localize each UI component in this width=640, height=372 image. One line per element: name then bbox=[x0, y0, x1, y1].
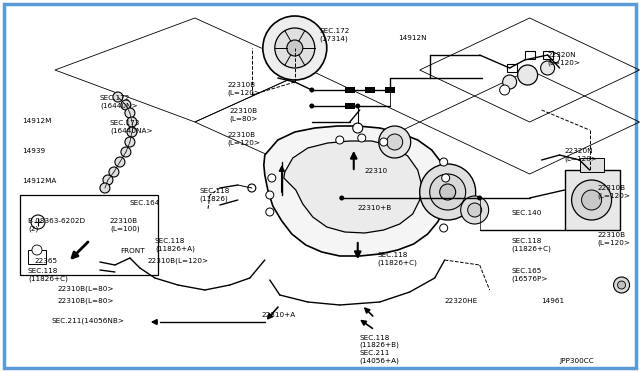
Circle shape bbox=[379, 126, 411, 158]
Circle shape bbox=[309, 87, 314, 93]
Circle shape bbox=[125, 137, 135, 147]
Text: SEC.118
(11826+A): SEC.118 (11826+A) bbox=[155, 238, 195, 251]
Bar bbox=[543, 51, 552, 59]
Text: SEC.118
(11826+C): SEC.118 (11826+C) bbox=[378, 252, 418, 266]
Text: 22310B
(L=120>: 22310B (L=120> bbox=[228, 82, 261, 96]
Text: SEC.173
(16440NA>: SEC.173 (16440NA> bbox=[110, 120, 152, 134]
Text: 22310B
(L=120>: 22310B (L=120> bbox=[228, 132, 261, 145]
Circle shape bbox=[103, 175, 113, 185]
Circle shape bbox=[309, 103, 314, 109]
Circle shape bbox=[440, 158, 448, 166]
Text: SEC.164: SEC.164 bbox=[130, 200, 160, 206]
Circle shape bbox=[268, 174, 276, 182]
Bar bbox=[20, 195, 158, 275]
Text: 14912N: 14912N bbox=[397, 35, 426, 41]
Circle shape bbox=[500, 85, 509, 95]
Circle shape bbox=[387, 134, 403, 150]
Text: 22310+B: 22310+B bbox=[358, 205, 392, 211]
Bar bbox=[365, 87, 375, 93]
Text: 22310B(L=120>: 22310B(L=120> bbox=[148, 258, 209, 264]
Bar bbox=[345, 87, 355, 93]
Circle shape bbox=[121, 147, 131, 157]
Text: 22320N
(L=120>: 22320N (L=120> bbox=[564, 148, 598, 161]
Circle shape bbox=[32, 245, 42, 255]
Bar bbox=[28, 250, 46, 264]
Circle shape bbox=[442, 174, 450, 182]
Circle shape bbox=[572, 180, 612, 220]
Polygon shape bbox=[284, 141, 422, 233]
Text: SEC.165
(16576P>: SEC.165 (16576P> bbox=[511, 268, 548, 282]
Circle shape bbox=[477, 196, 482, 201]
Bar bbox=[385, 87, 395, 93]
Text: 14961: 14961 bbox=[541, 298, 564, 304]
Circle shape bbox=[127, 117, 137, 127]
Circle shape bbox=[541, 61, 555, 75]
Text: JPP300CC: JPP300CC bbox=[559, 358, 595, 364]
Text: 22310B
(L=100): 22310B (L=100) bbox=[110, 218, 140, 231]
Circle shape bbox=[248, 184, 256, 192]
Circle shape bbox=[502, 75, 516, 89]
Text: 22310B(L=80>: 22310B(L=80> bbox=[58, 285, 115, 292]
Circle shape bbox=[614, 277, 630, 293]
Circle shape bbox=[353, 123, 363, 133]
Circle shape bbox=[518, 65, 538, 85]
Circle shape bbox=[440, 184, 456, 200]
Text: SEC.211(14056NB>: SEC.211(14056NB> bbox=[52, 318, 125, 324]
Circle shape bbox=[275, 28, 315, 68]
Text: 22310B(L=80>: 22310B(L=80> bbox=[58, 298, 115, 305]
Bar bbox=[345, 103, 355, 109]
Text: SEC.172
(16440N>: SEC.172 (16440N> bbox=[100, 95, 138, 109]
Circle shape bbox=[266, 191, 274, 199]
Circle shape bbox=[109, 167, 119, 177]
Text: SEC.211
(14056+A): SEC.211 (14056+A) bbox=[360, 350, 399, 363]
Circle shape bbox=[287, 40, 303, 56]
Text: SEC.118
(11826+B): SEC.118 (11826+B) bbox=[360, 335, 399, 349]
Text: 22320HE: 22320HE bbox=[445, 298, 478, 304]
Text: 14912MA: 14912MA bbox=[22, 178, 56, 184]
Circle shape bbox=[550, 53, 559, 63]
Text: SEC.118
(11826): SEC.118 (11826) bbox=[200, 188, 230, 202]
Text: 22310B
(L=120>: 22310B (L=120> bbox=[598, 232, 630, 246]
Circle shape bbox=[429, 174, 466, 210]
Circle shape bbox=[336, 136, 344, 144]
Circle shape bbox=[115, 157, 125, 167]
Text: 22310B
(L=80>: 22310B (L=80> bbox=[230, 108, 258, 122]
Text: SEC.118
(11826+C): SEC.118 (11826+C) bbox=[28, 268, 68, 282]
Text: SEC.172
(17314): SEC.172 (17314) bbox=[320, 28, 350, 42]
Text: B 08363-6202D
(2): B 08363-6202D (2) bbox=[28, 218, 85, 231]
Polygon shape bbox=[264, 126, 448, 256]
Text: 22320N
(L=120>: 22320N (L=120> bbox=[548, 52, 580, 65]
Bar bbox=[580, 158, 604, 172]
Text: SEC.140: SEC.140 bbox=[511, 210, 542, 216]
Text: 22310+A: 22310+A bbox=[262, 312, 296, 318]
Circle shape bbox=[113, 92, 123, 102]
Circle shape bbox=[339, 196, 344, 201]
Text: 22310B
(L=120>: 22310B (L=120> bbox=[598, 185, 630, 199]
Circle shape bbox=[618, 281, 625, 289]
Circle shape bbox=[121, 100, 131, 110]
Circle shape bbox=[582, 190, 602, 210]
Circle shape bbox=[100, 183, 110, 193]
Circle shape bbox=[468, 203, 482, 217]
Text: 22310: 22310 bbox=[365, 168, 388, 174]
Circle shape bbox=[266, 208, 274, 216]
Text: FRONT: FRONT bbox=[120, 248, 145, 254]
Circle shape bbox=[355, 103, 360, 109]
Circle shape bbox=[358, 134, 365, 142]
Circle shape bbox=[31, 215, 45, 229]
Circle shape bbox=[461, 196, 489, 224]
Circle shape bbox=[440, 224, 448, 232]
Circle shape bbox=[420, 164, 476, 220]
Text: 22365: 22365 bbox=[35, 258, 58, 264]
Circle shape bbox=[380, 138, 388, 146]
Bar bbox=[525, 51, 534, 59]
Text: 14939: 14939 bbox=[22, 148, 45, 154]
Text: 14912M: 14912M bbox=[22, 118, 51, 124]
Circle shape bbox=[127, 127, 137, 137]
Text: SEC.118
(11826+C): SEC.118 (11826+C) bbox=[511, 238, 552, 251]
Bar bbox=[507, 64, 516, 72]
Circle shape bbox=[263, 16, 327, 80]
Bar bbox=[564, 170, 620, 230]
Circle shape bbox=[125, 108, 135, 118]
